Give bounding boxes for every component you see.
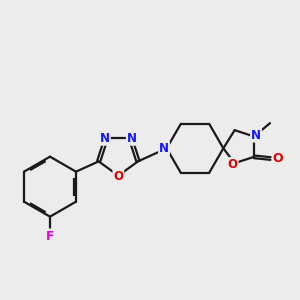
Text: O: O [273, 152, 283, 165]
Text: N: N [159, 142, 169, 155]
Text: O: O [113, 170, 123, 183]
Text: N: N [127, 132, 137, 145]
Text: N: N [100, 132, 110, 145]
Text: F: F [46, 230, 54, 242]
Text: O: O [228, 158, 238, 171]
Text: N: N [251, 129, 261, 142]
